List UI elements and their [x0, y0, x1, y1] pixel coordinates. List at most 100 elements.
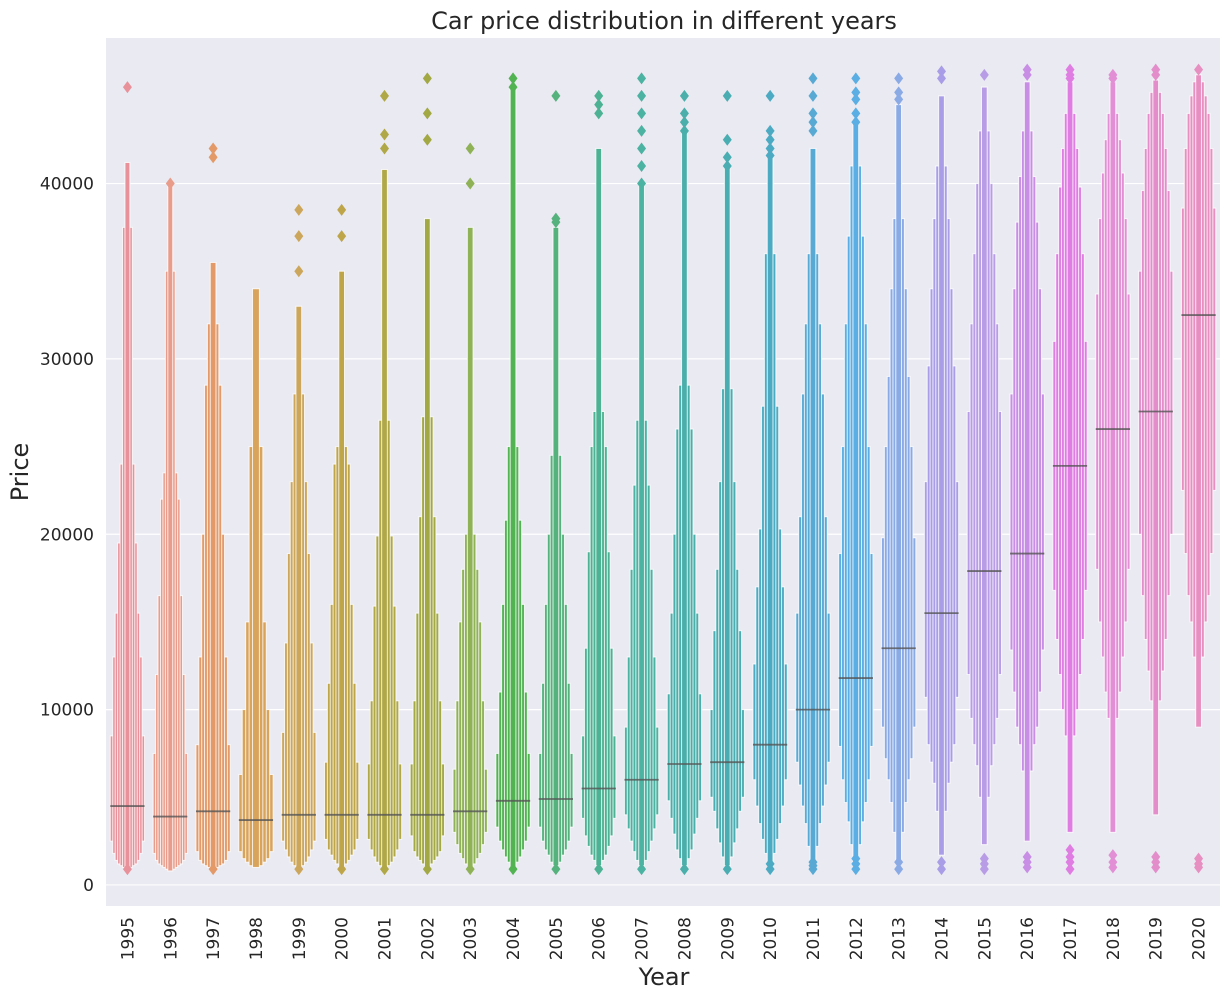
outlier-marker [637, 89, 647, 102]
box-level [980, 86, 988, 846]
outlier-marker [679, 863, 689, 876]
outlier-marker [765, 142, 775, 155]
box-2020 [1180, 63, 1217, 874]
x-tick-label: 2005 [547, 917, 567, 960]
outlier-marker [894, 86, 904, 99]
x-tick-label: 2016 [1018, 917, 1038, 960]
outlier-marker [894, 93, 904, 106]
outlier-marker [294, 230, 304, 243]
y-tick-labels: 0 10000 20000 30000 40000 [40, 175, 94, 896]
outlier-marker [637, 177, 647, 190]
outlier-marker [508, 72, 518, 85]
outlier-marker [122, 863, 132, 876]
box-level [124, 162, 131, 870]
outlier-marker [380, 89, 389, 102]
outlier-marker [851, 116, 861, 129]
x-axis-label: Year [638, 963, 690, 991]
box-level [638, 183, 645, 867]
box-level [167, 183, 174, 872]
y-tick-label: 10000 [40, 701, 94, 721]
x-tick-label: 2018 [1104, 917, 1124, 960]
x-tick-labels: 1995 1996 1997 1998 1999 2000 2001 2002 2003 2004… [118, 917, 1209, 960]
box-level [1023, 81, 1031, 842]
box-level [295, 305, 303, 868]
outlier-marker [294, 265, 304, 278]
outlier-marker [808, 116, 818, 129]
outlier-marker [165, 177, 175, 190]
outlier-marker [294, 203, 304, 216]
box-level [338, 270, 346, 868]
outlier-marker [637, 124, 647, 137]
outlier-marker [851, 852, 861, 865]
outlier-marker [551, 89, 561, 102]
outlier-marker [808, 107, 818, 120]
outlier-marker [679, 89, 689, 102]
outlier-marker [465, 177, 475, 190]
outlier-marker [894, 856, 904, 869]
outlier-marker [808, 856, 818, 869]
x-tick-label: 2009 [718, 917, 738, 960]
outlier-marker [894, 72, 904, 85]
x-tick-label: 2014 [933, 917, 953, 960]
outlier-marker [422, 107, 432, 120]
outlier-marker [765, 89, 775, 102]
outlier-marker [722, 133, 732, 146]
outlier-marker [765, 857, 775, 870]
box-1998 [238, 288, 274, 868]
box-level [895, 104, 903, 861]
outlier-marker [637, 160, 647, 173]
outlier-marker [337, 203, 347, 216]
box-level [423, 218, 431, 868]
outlier-marker [594, 863, 604, 876]
outlier-marker [979, 863, 989, 876]
box-2011 [795, 72, 831, 876]
outlier-marker [1108, 849, 1118, 862]
outlier-marker [1108, 861, 1118, 874]
box-1996 [152, 177, 188, 872]
box-2005 [538, 89, 574, 876]
outlier-marker [594, 107, 604, 120]
box-level [552, 226, 560, 867]
box-2002 [409, 72, 445, 876]
x-tick-label: 2019 [1147, 917, 1167, 960]
box-2017 [1052, 63, 1088, 876]
outlier-marker [422, 863, 432, 876]
outlier-marker [380, 128, 389, 141]
outlier-marker [894, 863, 904, 876]
box-2007 [623, 72, 660, 876]
x-tick-label: 2002 [418, 917, 438, 960]
box-level [681, 130, 688, 867]
outlier-marker [122, 81, 132, 94]
outlier-marker [422, 133, 432, 146]
box-2008 [666, 89, 703, 876]
box-level [1066, 81, 1074, 833]
outlier-marker [637, 107, 647, 120]
outlier-marker [937, 72, 946, 85]
x-tick-label: 1996 [161, 917, 181, 960]
outlier-marker [1022, 861, 1032, 874]
box-2004 [495, 72, 531, 876]
box-2012 [838, 72, 874, 876]
outlier-marker [1065, 863, 1075, 876]
outlier-marker [979, 68, 989, 81]
outlier-marker [594, 89, 604, 102]
box-level [509, 86, 517, 868]
box-level [1195, 74, 1202, 728]
outlier-marker [1151, 861, 1161, 874]
outlier-marker [380, 863, 389, 876]
box-level [938, 95, 945, 856]
box-level [1152, 79, 1160, 816]
x-tick-label: 2015 [975, 917, 995, 960]
x-tick-label: 2020 [1190, 917, 1210, 960]
outlier-marker [679, 124, 689, 137]
outlier-marker [851, 93, 861, 106]
outlier-marker [422, 72, 432, 85]
box-1997 [195, 142, 231, 876]
outlier-marker [208, 863, 218, 876]
y-tick-label: 0 [83, 876, 94, 896]
chart-title: Car price distribution in different year… [431, 7, 897, 35]
outlier-marker [508, 81, 518, 94]
outlier-marker [808, 89, 818, 102]
y-tick-label: 40000 [40, 175, 94, 195]
outlier-marker [1065, 856, 1075, 869]
